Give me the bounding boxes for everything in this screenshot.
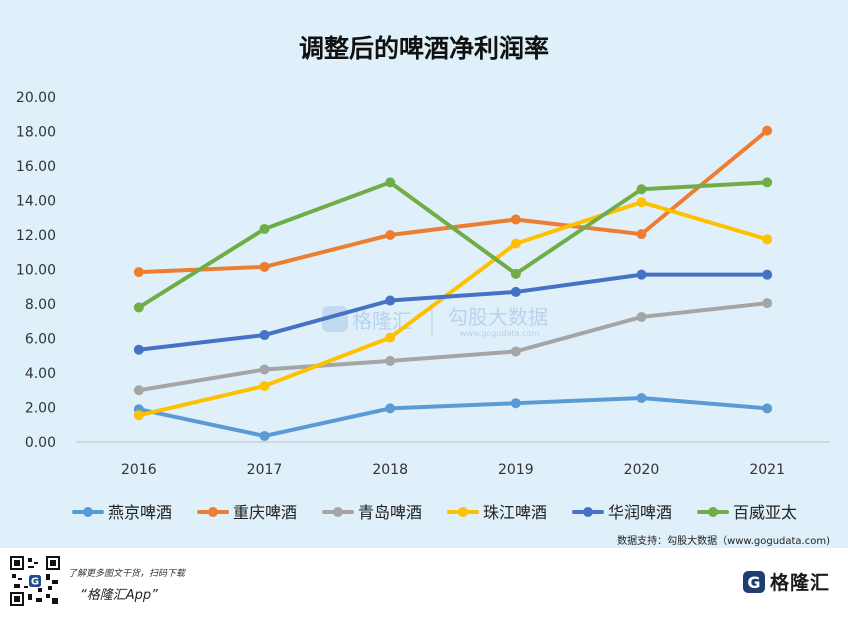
data-point	[259, 223, 270, 234]
data-point	[133, 410, 144, 421]
legend-marker	[458, 507, 468, 517]
data-point	[762, 403, 773, 414]
data-point	[510, 238, 521, 249]
data-point	[510, 286, 521, 297]
line-chart: 调整后的啤酒净利润率 格隆汇 勾股大数据 www.gogudata.com 20…	[16, 34, 830, 547]
source-note: 数据支持：勾股大数据（www.gogudata.com)	[617, 534, 830, 547]
y-tick-label: 8.00	[25, 297, 56, 313]
x-tick-label: 2018	[372, 462, 408, 478]
legend-label: 燕京啤酒	[108, 503, 172, 522]
data-point	[385, 332, 396, 343]
series-line-1	[136, 396, 770, 438]
legend: 燕京啤酒 重庆啤酒 青岛啤酒 珠江啤酒 华润啤酒 百威亚太	[72, 503, 797, 522]
x-tick-label: 2020	[624, 462, 660, 478]
data-point	[385, 295, 396, 306]
data-point	[762, 234, 773, 245]
data-point	[636, 229, 647, 240]
data-point	[636, 197, 647, 208]
data-point	[133, 267, 144, 278]
data-point	[636, 269, 647, 280]
data-point	[385, 230, 396, 240]
footer-app-name: “格隆汇App”	[80, 588, 158, 603]
qr-code-icon[interactable]: G	[10, 556, 60, 606]
chart-title: 调整后的啤酒净利润率	[299, 34, 549, 63]
y-tick-label: 20.00	[16, 90, 56, 106]
data-point	[385, 403, 396, 414]
y-tick-labels: 20.00 18.00 16.00 14.00 12.00 10.00 8.00 6.00 4.…	[16, 90, 56, 451]
series-line-6	[136, 180, 770, 310]
data-point	[259, 380, 270, 391]
data-point	[133, 344, 144, 355]
data-point	[259, 364, 270, 375]
x-tick-labels: 2016 2017 2018 2019 2020 2021	[121, 462, 785, 478]
y-tick-label: 6.00	[25, 332, 56, 348]
y-tick-label: 18.00	[16, 125, 56, 141]
data-point	[762, 269, 773, 280]
brand-name: 格隆汇	[769, 572, 830, 594]
y-tick-label: 2.00	[25, 401, 56, 417]
legend-marker	[333, 507, 343, 517]
y-tick-label: 12.00	[16, 228, 56, 244]
legend-marker	[83, 507, 93, 517]
y-tick-label: 14.00	[16, 194, 56, 210]
data-point	[762, 298, 773, 309]
data-point	[636, 311, 647, 322]
footer	[0, 548, 848, 626]
legend-label: 青岛啤酒	[358, 503, 422, 522]
svg-text:G: G	[747, 573, 760, 592]
data-point	[510, 214, 521, 225]
x-tick-label: 2021	[749, 462, 785, 478]
y-tick-label: 4.00	[25, 366, 56, 382]
legend-marker	[583, 507, 593, 517]
legend-label: 华润啤酒	[608, 503, 672, 522]
data-point	[133, 385, 144, 396]
legend-marker	[708, 507, 718, 517]
data-point	[385, 177, 396, 188]
brand-logo: G 格隆汇	[742, 568, 830, 595]
legend-label: 重庆啤酒	[233, 503, 297, 522]
footer-tip: 了解更多图文干货，扫码下载	[68, 569, 186, 579]
y-tick-label: 0.00	[25, 435, 56, 451]
legend-label: 珠江啤酒	[483, 503, 547, 522]
series-line-4	[136, 200, 770, 418]
series-line-3	[136, 301, 770, 393]
data-point	[510, 398, 521, 409]
watermark-right: 勾股大数据	[448, 305, 548, 329]
data-point	[636, 393, 647, 404]
data-point	[762, 177, 773, 188]
series-lines	[136, 128, 770, 438]
series-points	[133, 125, 773, 441]
watermark-url: www.gogudata.com	[460, 329, 539, 338]
data-point	[510, 346, 521, 357]
data-point	[762, 125, 773, 136]
y-tick-label: 16.00	[16, 159, 56, 175]
x-tick-label: 2019	[498, 462, 534, 478]
data-point	[133, 302, 144, 313]
series-line-5	[136, 272, 770, 352]
brand-logo-icon: G	[742, 570, 765, 593]
data-point	[385, 355, 396, 366]
data-point	[510, 268, 521, 279]
data-point	[636, 184, 647, 195]
legend-marker	[208, 507, 218, 517]
svg-text:G: G	[31, 576, 39, 587]
data-point	[259, 330, 270, 341]
data-point	[259, 430, 270, 441]
x-tick-label: 2016	[121, 462, 157, 478]
x-tick-label: 2017	[247, 462, 283, 478]
data-point	[259, 261, 270, 272]
y-tick-label: 10.00	[16, 263, 56, 279]
chart-area: 调整后的啤酒净利润率 格隆汇 勾股大数据 www.gogudata.com 20…	[15, 34, 831, 547]
legend-label: 百威亚太	[733, 503, 797, 522]
